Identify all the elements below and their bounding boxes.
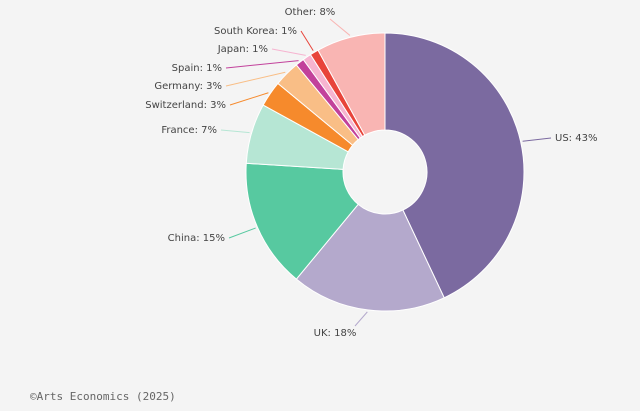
leader-line — [522, 137, 552, 142]
leader-line — [229, 92, 269, 106]
slice-label: Japan: 1% — [217, 44, 268, 55]
leader-line — [329, 18, 351, 36]
slice-label: China: 15% — [168, 233, 225, 244]
leader-line — [225, 71, 286, 87]
slice-label: US: 43% — [555, 133, 597, 144]
source: ©Arts Economics (2025) — [30, 390, 176, 403]
slice-label: Switzerland: 3% — [145, 100, 226, 111]
leader-line — [271, 48, 306, 56]
slice-label: Other: 8% — [285, 7, 336, 18]
slice-label: South Korea: 1% — [214, 26, 297, 37]
slice-label: Germany: 3% — [154, 81, 222, 92]
slice-label: Spain: 1% — [172, 63, 222, 74]
slice-label: France: 7% — [161, 125, 217, 136]
leader-line — [354, 311, 368, 327]
leader-line — [225, 60, 299, 69]
leader-line — [228, 227, 256, 239]
slice — [317, 32, 386, 136]
slice-label: UK: 18% — [314, 328, 357, 339]
slice — [245, 162, 359, 280]
slice — [384, 32, 525, 299]
leader-line — [300, 30, 314, 51]
leader-line — [220, 129, 250, 134]
slice — [295, 203, 445, 312]
